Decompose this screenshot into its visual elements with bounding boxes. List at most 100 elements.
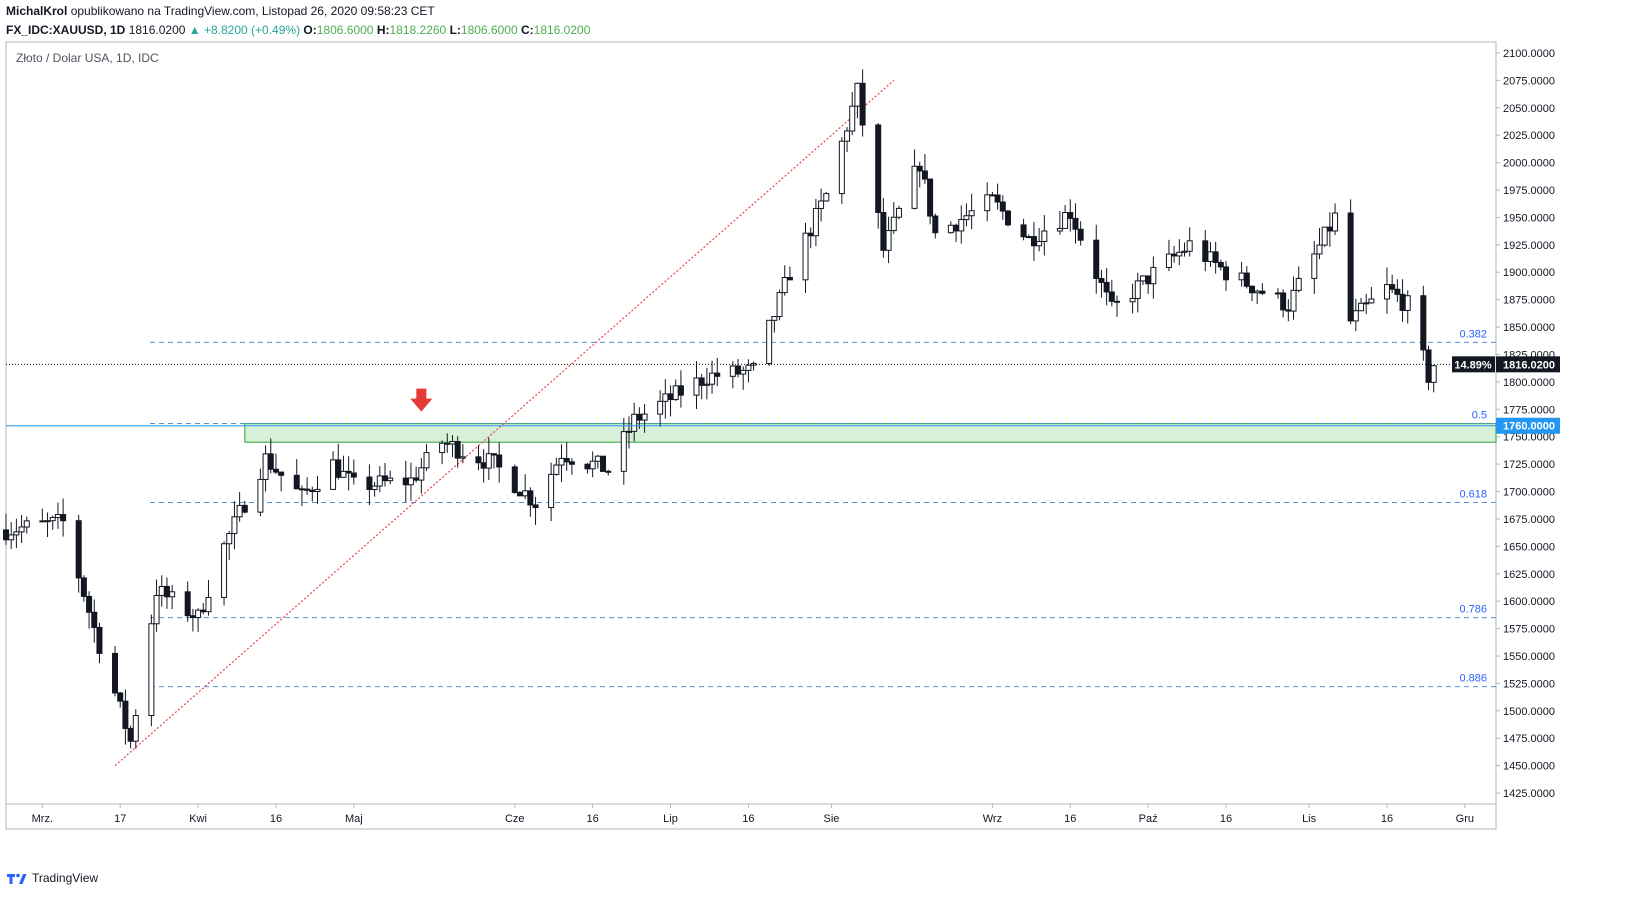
candle [1181, 242, 1188, 257]
candle [932, 213, 939, 239]
candle-body [838, 140, 845, 195]
candle-body [1399, 293, 1406, 311]
candle [272, 453, 279, 475]
candle-body [54, 514, 61, 519]
candle [148, 614, 155, 727]
open-label: O: [303, 23, 317, 37]
candle-body [895, 207, 902, 218]
candle-body [163, 585, 170, 598]
candle [511, 464, 518, 494]
fibonacci-levels[interactable]: 0.382 0.5 0.618 0.786 0.886 [150, 328, 1496, 688]
time-axis[interactable]: Mrz. 17 Kwi 16 Maj Cze 16 Lip 16 Sie Wrz 16 Paź 16 Lis… [32, 804, 1474, 825]
time-tick-label: Lis [1302, 813, 1317, 825]
time-tick-label: Sie [824, 813, 840, 825]
candle-body [667, 393, 674, 401]
candle [418, 458, 425, 494]
candle-body [1072, 217, 1079, 230]
candle [122, 689, 129, 745]
candle [221, 541, 228, 606]
candle [641, 404, 648, 433]
candle [968, 193, 975, 230]
last-price: 1816.0200 [128, 23, 186, 37]
candle [927, 178, 934, 225]
candle-body [740, 369, 747, 375]
trend-line-segment[interactable] [114, 79, 895, 767]
candle-body [1103, 281, 1110, 293]
symbol-label[interactable]: FX_IDC:XAUUSD, 1D [6, 23, 126, 37]
candle [195, 608, 202, 632]
close-value: 1816.0200 [533, 23, 591, 37]
candle [921, 154, 928, 184]
candle [771, 316, 778, 333]
candle [553, 457, 560, 476]
candle-body [968, 210, 975, 217]
price-tick-label: 1800.0000 [1503, 377, 1555, 389]
candle-body [314, 488, 321, 493]
down-arrow-shape[interactable] [410, 388, 433, 412]
candle-body [1243, 272, 1250, 287]
price-tick-label: 1725.0000 [1503, 459, 1555, 471]
candle-body [1171, 253, 1178, 257]
candle [818, 188, 825, 222]
candle [8, 522, 15, 550]
candle-body [927, 178, 934, 217]
candle [568, 458, 575, 475]
candle-body [636, 413, 643, 421]
candle-body [921, 170, 928, 180]
low-value: 1806.6000 [460, 23, 518, 37]
candle-body [677, 385, 684, 396]
candle-body [1217, 261, 1224, 268]
candle-body [112, 652, 119, 694]
candle [1368, 287, 1375, 304]
candle-body [854, 82, 861, 107]
candle-body [3, 529, 9, 541]
support-zone-rect[interactable] [244, 422, 1497, 443]
time-tick-label: 16 [1064, 813, 1076, 825]
price-tick-label: 2050.0000 [1503, 103, 1555, 115]
candle [1347, 199, 1354, 325]
candle [1134, 272, 1141, 313]
candle-body [1280, 292, 1287, 311]
time-tick-label: Gru [1456, 813, 1474, 825]
tradingview-brand[interactable]: TradingView [32, 871, 99, 885]
candle-body [1368, 298, 1375, 304]
support-zone[interactable] [244, 422, 1497, 443]
candle-body [511, 466, 518, 493]
candle [1383, 267, 1390, 314]
price-tick-label: 1750.0000 [1503, 432, 1555, 444]
candle-body [1150, 266, 1157, 285]
candle [278, 471, 285, 492]
candle-body [8, 534, 15, 541]
candle [407, 462, 414, 501]
candle-body [49, 517, 56, 522]
candle [350, 459, 357, 485]
down-arrow-icon[interactable] [410, 388, 433, 412]
candle-body [184, 591, 191, 617]
trend-line[interactable] [114, 79, 895, 767]
candle [1295, 266, 1302, 293]
time-tick-label: 16 [1381, 813, 1393, 825]
price-tick-label: 1575.0000 [1503, 624, 1555, 636]
change-percent-badge [1452, 356, 1495, 373]
ohlc-legend: FX_IDC:XAUUSD, 1D 1816.0200 ▲ +8.8200 (+… [6, 21, 590, 40]
author-name[interactable]: MichalKrol [6, 4, 68, 18]
candle [475, 445, 482, 471]
candle-body [1114, 300, 1121, 303]
price-axis[interactable]: 1425.0000 1450.0000 1475.0000 1500.0000 1525… [1496, 48, 1555, 800]
candle [496, 442, 503, 483]
candle-body [330, 459, 337, 490]
candle [698, 373, 705, 400]
price-tick-label: 1600.0000 [1503, 596, 1555, 608]
candle-body [221, 543, 228, 598]
price-tick-label: 2075.0000 [1503, 75, 1555, 87]
candle-body [376, 475, 383, 487]
candle [96, 622, 103, 664]
candle [205, 579, 212, 616]
candle-body [807, 232, 814, 237]
candle-body [1383, 284, 1390, 300]
price-tick-label: 1700.0000 [1503, 487, 1555, 499]
candle-body [1004, 210, 1011, 226]
time-tick-label: Maj [345, 813, 363, 825]
candle-body [39, 520, 46, 523]
